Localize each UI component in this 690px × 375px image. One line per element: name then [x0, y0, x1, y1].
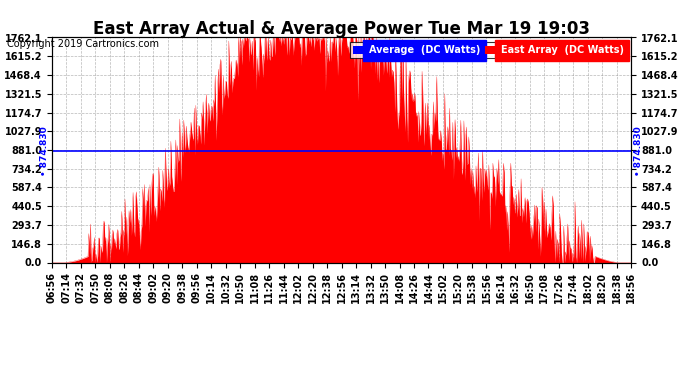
Text: • 874.830: • 874.830 — [40, 126, 49, 176]
Legend: Average  (DC Watts), East Array  (DC Watts): Average (DC Watts), East Array (DC Watts… — [351, 42, 627, 58]
Text: Copyright 2019 Cartronics.com: Copyright 2019 Cartronics.com — [7, 39, 159, 50]
Title: East Array Actual & Average Power Tue Mar 19 19:03: East Array Actual & Average Power Tue Ma… — [93, 20, 590, 38]
Text: • 874.830: • 874.830 — [634, 126, 643, 176]
